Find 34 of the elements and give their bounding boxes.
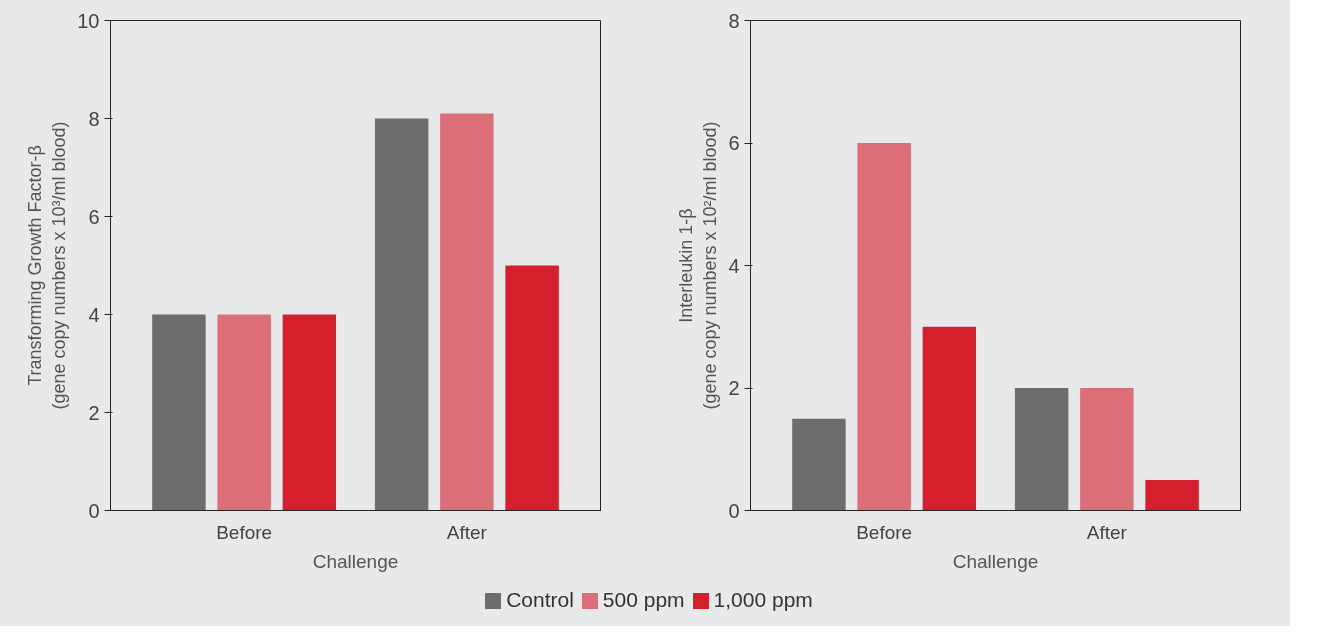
y-tick-label: 10	[77, 9, 100, 32]
bar	[857, 143, 911, 511]
bar	[374, 118, 429, 511]
y-axis-title: Transforming Growth Factor-β (gene copy numbers x 10³/ml blood)	[25, 121, 70, 410]
legend-label: 1,000 ppm	[713, 588, 813, 611]
bar	[792, 418, 846, 511]
x-tick-label: After	[446, 521, 488, 543]
y-tick-label: 4	[728, 254, 740, 277]
x-tick-label: Before	[216, 521, 273, 543]
legend-label: 500 ppm	[602, 588, 685, 611]
bar	[1014, 388, 1069, 511]
bar	[217, 314, 271, 511]
y-tick-label: 2	[728, 377, 740, 399]
y-axis-title: Interleukin 1-β (gene copy numbers x 10²/ml blood)	[676, 121, 721, 410]
bar	[282, 314, 337, 511]
x-axis-title: Challenge	[312, 550, 399, 572]
y-tick-label: 8	[728, 9, 740, 32]
bar	[1145, 479, 1199, 511]
y-tick-label: 2	[88, 401, 100, 424]
x-tick-label: After	[1086, 521, 1128, 543]
bar	[1080, 388, 1134, 511]
x-axis-title: Challenge	[952, 550, 1039, 572]
bar	[505, 265, 559, 511]
y-tick-label: 8	[88, 107, 100, 130]
bar	[152, 314, 206, 511]
y-tick-label: 6	[88, 205, 100, 228]
y-tick-label: 6	[728, 132, 740, 154]
y-tick-label: 0	[728, 499, 740, 522]
y-tick-label: 0	[88, 499, 100, 522]
x-tick-label: Before	[856, 521, 913, 543]
bar	[440, 113, 494, 511]
legend-label: Control	[506, 588, 574, 611]
bar	[922, 326, 977, 511]
y-tick-label: 4	[88, 303, 100, 326]
